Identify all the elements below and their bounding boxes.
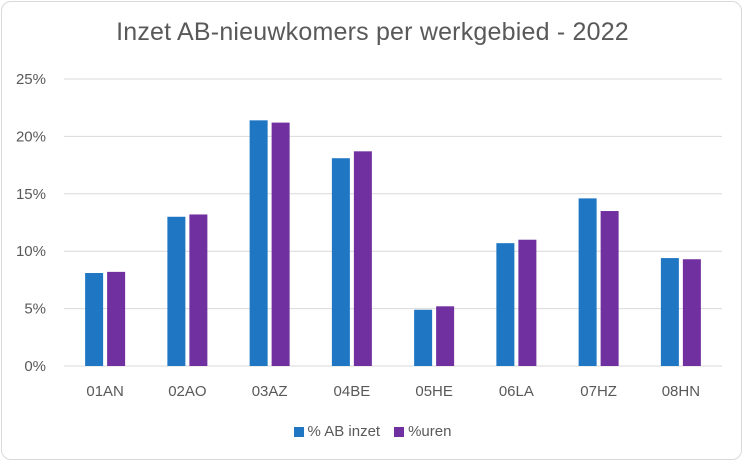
x-tick-label: 03AZ — [252, 383, 288, 400]
legend-swatch-uren — [394, 426, 405, 437]
bar-ab-inzet-02ao — [167, 216, 186, 366]
y-tick-label: 25% — [16, 71, 46, 88]
x-tick-label: 07HZ — [580, 383, 617, 400]
bar-uren-01an — [107, 271, 126, 366]
y-tick-label: 5% — [24, 301, 46, 318]
y-tick-label: 0% — [24, 358, 46, 375]
bar-ab-inzet-01an — [85, 273, 104, 366]
y-tick-label: 20% — [16, 128, 46, 145]
y-tick-label: 15% — [16, 186, 46, 203]
legend-swatch-ab-inzet — [293, 426, 304, 437]
y-tick-label: 10% — [16, 243, 46, 260]
chart-title: Inzet AB-nieuwkomers per werkgebied - 20… — [116, 18, 629, 46]
bar-uren-07hz — [600, 211, 619, 366]
x-tick-label: 05HE — [415, 383, 453, 400]
bar-uren-06la — [518, 239, 537, 366]
bar-uren-05he — [436, 306, 455, 366]
legend-label-ab-inzet: % AB inzet — [307, 423, 381, 440]
x-tick-label: 01AN — [86, 383, 124, 400]
bar-ab-inzet-04be — [331, 158, 350, 366]
bar-uren-04be — [353, 151, 372, 366]
bar-uren-08hn — [682, 259, 701, 366]
bar-uren-02ao — [189, 214, 208, 366]
x-tick-label: 04BE — [334, 383, 371, 400]
bar-ab-inzet-06la — [496, 243, 515, 366]
legend: % AB inzet %uren — [0, 423, 745, 440]
legend-item-ab-inzet: % AB inzet — [293, 423, 381, 440]
bar-ab-inzet-07hz — [578, 198, 597, 366]
x-tick-label: 06LA — [499, 383, 534, 400]
bar-uren-03az — [271, 122, 290, 367]
bar-ab-inzet-03az — [249, 120, 268, 366]
legend-label-uren: %uren — [408, 423, 452, 440]
x-tick-label: 02AO — [168, 383, 206, 400]
bar-ab-inzet-08hn — [660, 258, 679, 366]
x-tick-label: 08HN — [662, 383, 700, 400]
bar-ab-inzet-05he — [414, 309, 433, 366]
legend-item-uren: %uren — [394, 423, 451, 440]
